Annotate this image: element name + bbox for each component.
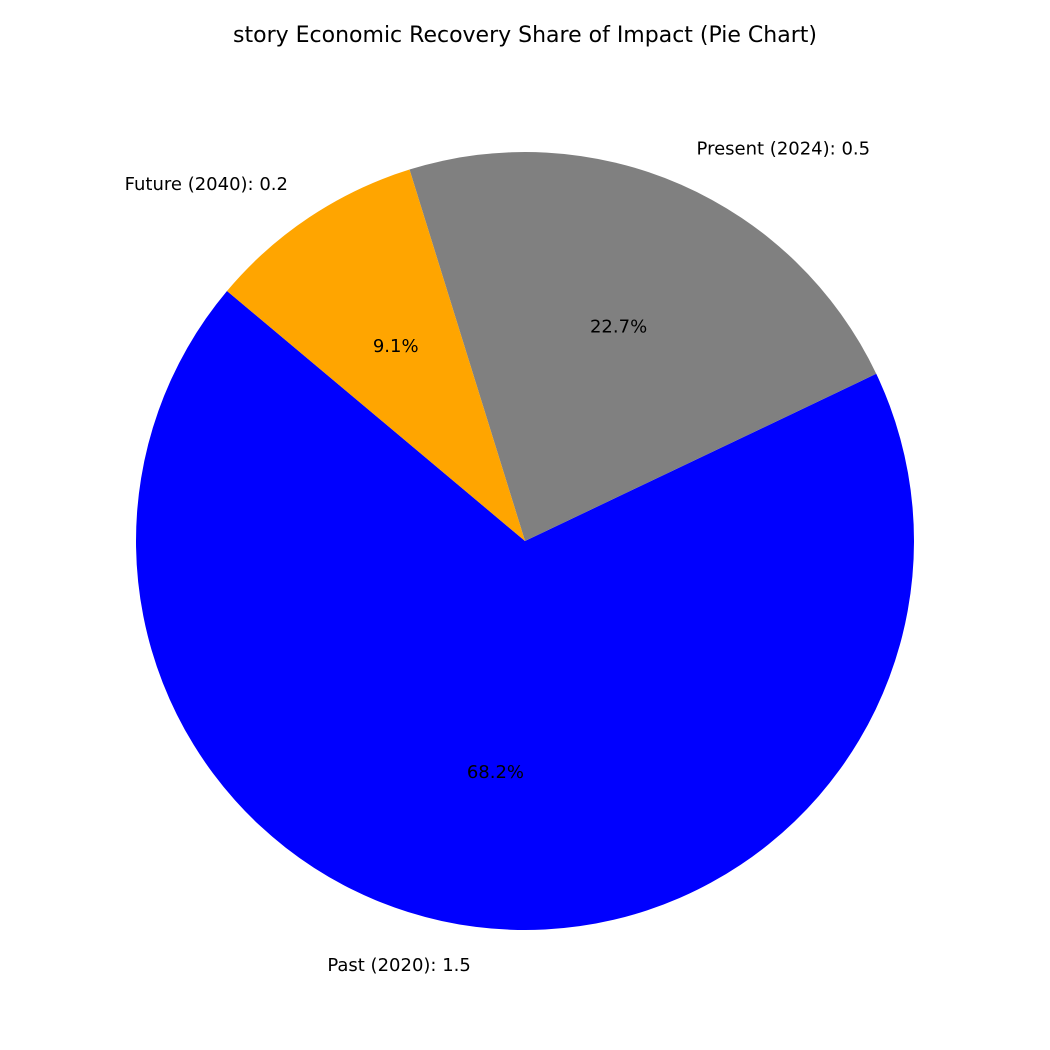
pie-slice-past-2020 [136,290,915,931]
pie-slice-future-2040 [227,169,525,542]
pie-label-past-2020: Past (2020): 1.5 [327,955,471,976]
pie-label-present-2024: Present (2024): 0.5 [697,139,871,160]
pie-percent-future-2040: 9.1% [373,336,419,357]
pie-percent-present-2024: 22.7% [590,317,647,338]
pie-label-future-2040: Future (2040): 0.2 [125,174,288,195]
pie-labels: Past (2020): 1.5 68.2% Present (2024): 0.5… [125,139,870,976]
chart-title: story Economic Recovery Share of Impact … [233,23,817,48]
pie-slices [136,151,915,931]
pie-percent-past-2020: 68.2% [467,762,524,783]
pie-slice-present-2024 [409,151,877,541]
